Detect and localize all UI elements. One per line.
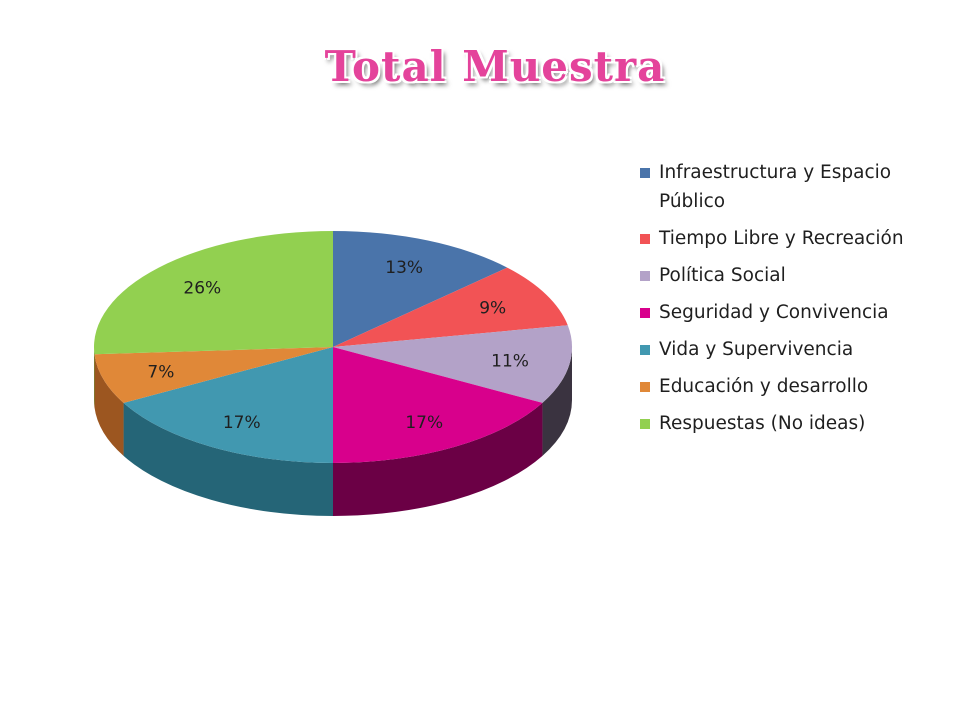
legend-item-politica-social: Política Social (640, 261, 959, 290)
legend-label: Infraestructura y Espacio Público (659, 162, 892, 212)
legend-swatch (640, 345, 650, 355)
legend-item-educacion-y-desarrollo: Educación y desarrollo (640, 372, 959, 401)
legend-item-respuestas-no-ideas: Respuestas (No ideas) (640, 409, 959, 438)
pie-labels: 13% 9% 11% 17% 17% 7% 26% (147, 258, 529, 433)
slice-vida-y-supervivencia (123, 347, 333, 463)
legend-label: Política Social (659, 265, 786, 286)
legend-label: Vida y Supervivencia (659, 339, 854, 360)
legend-label: Tiempo Libre y Recreación (659, 228, 904, 249)
legend-swatch (640, 234, 650, 244)
legend-swatch (640, 271, 650, 281)
legend-swatch (640, 168, 650, 178)
slice-seguridad-y-convivencia (333, 347, 543, 463)
data-label-vida-y-supervivencia: 17% (223, 413, 261, 433)
data-label-infraestructura-y-espacio-publico: 13% (385, 258, 423, 278)
slice-side-politica-social (542, 347, 572, 456)
chart-legend: Infraestructura y Espacio Público Tiempo … (640, 158, 959, 446)
slice-respuestas-no-ideas (93, 231, 333, 355)
slice-educacion-y-desarrollo (94, 347, 333, 403)
data-label-politica-social: 11% (491, 352, 529, 372)
data-label-tiempo-libre-y-recreacion: 9% (479, 299, 506, 319)
pie-sides (94, 347, 572, 516)
legend-item-infraestructura-y-espacio-publico: Infraestructura y Espacio Público (640, 158, 959, 216)
slice-politica-social (333, 325, 573, 403)
legend-swatch (640, 382, 650, 392)
chart-title: Total Muestra (324, 42, 666, 91)
legend-swatch (640, 419, 650, 429)
legend-label: Seguridad y Convivencia (659, 302, 889, 323)
data-label-seguridad-y-convivencia: 17% (405, 413, 443, 433)
legend-label: Educación y desarrollo (659, 376, 869, 397)
legend-swatch (640, 308, 650, 318)
pie-tops (93, 231, 573, 463)
legend-label: Respuestas (No ideas) (659, 413, 866, 434)
slice-side-vida-y-supervivencia (123, 402, 333, 516)
slice-tiempo-libre-y-recreacion (333, 267, 568, 347)
legend-item-tiempo-libre-y-recreacion: Tiempo Libre y Recreación (640, 224, 959, 253)
slice-infraestructura-y-espacio-publico (333, 231, 508, 347)
data-label-respuestas-no-ideas: 26% (183, 278, 221, 298)
legend-item-seguridad-y-convivencia: Seguridad y Convivencia (640, 298, 959, 327)
data-label-educacion-y-desarrollo: 7% (147, 362, 174, 382)
slice-side-seguridad-y-convivencia (333, 402, 543, 516)
slice-side-educacion-y-desarrollo (94, 354, 124, 456)
legend-item-vida-y-supervivencia: Vida y Supervivencia (640, 335, 959, 364)
